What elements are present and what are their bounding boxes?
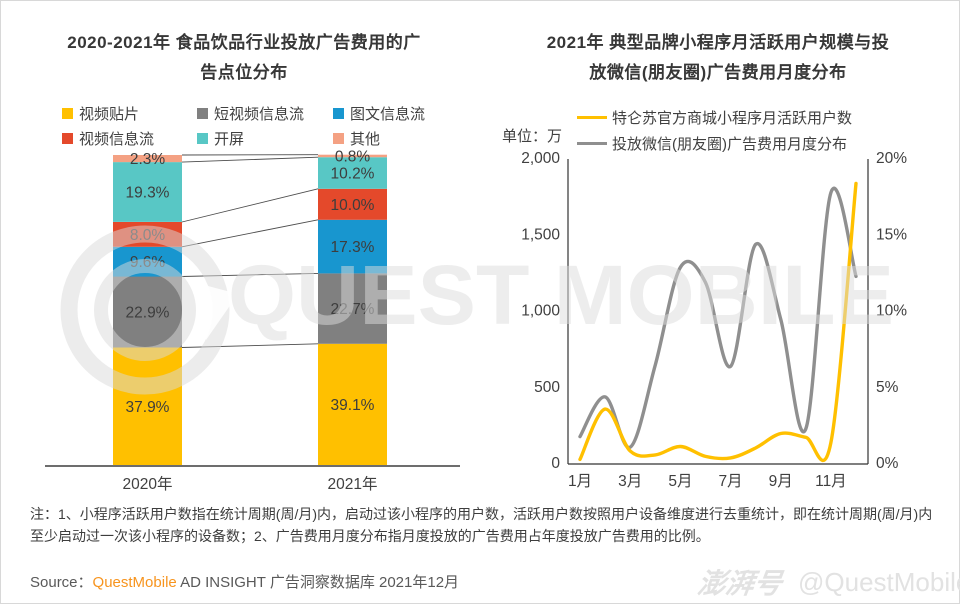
connector-line [181, 343, 319, 348]
y-right-tick-label: 10% [876, 303, 907, 320]
segment-value-label: 22.9% [126, 305, 170, 322]
legend-item-4: 开屏 [197, 128, 333, 149]
segment-value-label: 37.9% [126, 399, 170, 416]
source-prefix: Source： [30, 574, 93, 591]
bar-segment [318, 157, 387, 189]
legend-item-0: 视频贴片 [62, 103, 197, 124]
segment-value-label: 9.6% [130, 254, 166, 271]
platform-badge: 澎湃号 @QuestMobile [695, 562, 960, 602]
y-left-tick-label: 1,500 [521, 226, 560, 243]
connector-line [181, 219, 319, 248]
legend-swatch-icon [197, 133, 208, 144]
x-tick-label: 7月 [718, 473, 742, 490]
legend-line-swatch-icon [577, 141, 607, 145]
badge-handle: @QuestMobile [798, 566, 960, 597]
legend-swatch-icon [62, 108, 73, 119]
connector-line [181, 188, 319, 223]
legend-item-0: 特仑苏官方商城小程序月活跃用户数 [577, 104, 852, 130]
segment-value-label: 22.7% [331, 301, 375, 318]
bar-segment [318, 188, 387, 220]
x-tick-label: 9月 [769, 473, 793, 490]
ad-spend-line-series [578, 186, 858, 449]
unit-label: 单位：万 [502, 128, 563, 145]
left-chart-title: 2020-2021年 食品饮品行业投放广告费用的广 告点位分布 [14, 28, 474, 88]
pengpai-logo: 澎湃号 [695, 568, 784, 599]
y-left-tick-label: 1,000 [521, 303, 560, 320]
legend-label: 开屏 [214, 131, 245, 148]
y-left-tick-label: 2,000 [521, 150, 560, 167]
y-right-tick-label: 20% [876, 150, 907, 167]
legend-line-swatch-icon [577, 115, 607, 119]
line-chart-legend: 特仑苏官方商城小程序月活跃用户数 投放微信(朋友圈)广告费用月度分布 [577, 104, 852, 156]
bar-segment [318, 219, 387, 274]
segment-value-label: 17.3% [331, 239, 375, 256]
bar-segment [318, 343, 387, 465]
segment-value-label: 10.0% [331, 197, 375, 214]
footnote-text: 注：1、小程序活跃用户数指在统计周期(周/月)内，启动过该小程序的用户数，活跃用… [30, 506, 933, 544]
x-tick-label: 5月 [668, 473, 692, 490]
legend-label: 图文信息流 [350, 106, 426, 123]
legend-item-5: 其他 [333, 128, 425, 149]
bar-segment [113, 155, 182, 163]
segment-value-label: 2.3% [130, 151, 166, 168]
connector-line [181, 272, 319, 277]
mau-line-series [578, 181, 858, 463]
legend-swatch-icon [333, 108, 344, 119]
source-brand: QuestMobile [92, 574, 177, 591]
legend-label: 其他 [350, 131, 381, 148]
y-right-tick-label: 5% [876, 379, 899, 396]
segment-value-label: 10.2% [331, 166, 375, 183]
legend-swatch-icon [62, 133, 73, 144]
right-chart-title-line1: 2021年 典型品牌小程序月活跃用户规模与投 [546, 33, 890, 52]
legend-swatch-icon [197, 108, 208, 119]
left-chart-title-line2: 告点位分布 [200, 63, 288, 82]
legend-item-2: 图文信息流 [333, 103, 425, 124]
category-label: 2021年 [328, 475, 378, 493]
category-label: 2020年 [123, 475, 173, 493]
legend-item-1: 短视频信息流 [197, 103, 333, 124]
bar-segment [113, 162, 182, 222]
legend-item-1: 投放微信(朋友圈)广告费用月度分布 [577, 130, 852, 156]
segment-value-label: 19.3% [126, 185, 170, 202]
legend-label: 投放微信(朋友圈)广告费用月度分布 [612, 135, 847, 153]
x-tick-label: 11月 [815, 473, 847, 490]
connector-line [181, 156, 319, 163]
x-tick-label: 3月 [618, 473, 642, 490]
segment-value-label: 0.8% [335, 148, 371, 165]
y-left-tick-label: 500 [534, 379, 560, 396]
right-chart-title-line2: 放微信(朋友圈)广告费用月度分布 [589, 63, 847, 82]
left-chart-title-line1: 2020-2021年 食品饮品行业投放广告费用的广 [67, 33, 421, 52]
y-left-tick-label: 0 [551, 455, 560, 472]
segment-value-label: 8.0% [130, 227, 166, 244]
legend-label: 视频信息流 [79, 131, 155, 148]
legend-label: 视频贴片 [79, 106, 140, 123]
bar-segment [318, 273, 387, 344]
source-line: Source：QuestMobile AD INSIGHT 广告洞察数据库 20… [30, 571, 459, 592]
segment-value-label: 39.1% [331, 397, 375, 414]
x-tick-label: 1月 [568, 473, 592, 490]
legend-label: 短视频信息流 [214, 106, 305, 123]
y-right-tick-label: 0% [876, 455, 899, 472]
y-right-tick-label: 15% [876, 226, 907, 243]
legend-swatch-icon [333, 133, 344, 144]
legend-item-3: 视频信息流 [62, 128, 197, 149]
source-rest: AD INSIGHT 广告洞察数据库 2021年12月 [176, 574, 460, 591]
stacked-bar-chart: 37.9% 22.9% 9.6% 8.0% 19.3% 2.3% 2020年 39.1% 22.… [45, 148, 460, 493]
bar-segment [318, 154, 387, 158]
legend-label: 特仑苏官方商城小程序月活跃用户数 [612, 109, 853, 127]
right-chart-title: 2021年 典型品牌小程序月活跃用户规模与投 放微信(朋友圈)广告费用月度分布 [488, 28, 948, 88]
line-chart: 2,000 1,500 1,000 500 0 20% 15% 10% 5% 0% 1月 3月 5月 7月… [521, 150, 907, 490]
stacked-bar-legend: 视频贴片 短视频信息流 图文信息流视频信息流 开屏 其他 [62, 103, 425, 149]
